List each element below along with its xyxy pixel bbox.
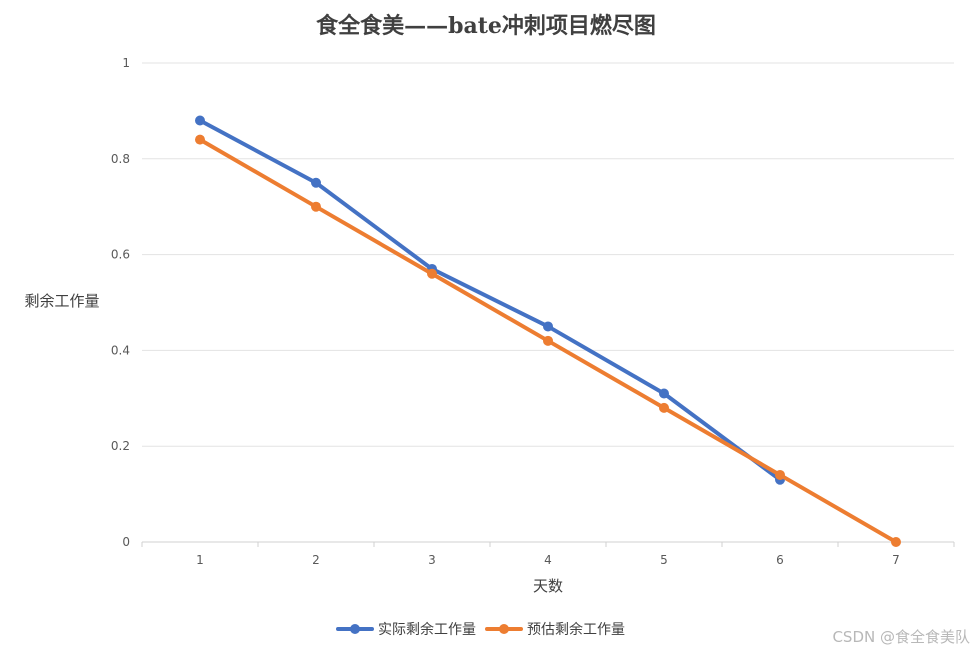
x-tick-label: 5 (660, 553, 668, 567)
y-tick-label: 0.8 (111, 152, 130, 166)
gridlines (142, 62, 954, 447)
x-tick-label: 6 (776, 553, 784, 567)
series-lines (195, 115, 901, 547)
data-point (311, 201, 321, 212)
x-tick-label: 4 (544, 553, 552, 567)
y-tick-label: 0.6 (111, 248, 130, 262)
data-point (543, 335, 553, 346)
chart-title: 食全食美——bate冲刺项目燃尽图 (316, 13, 656, 39)
y-tick-label: 0.4 (111, 343, 130, 357)
y-axis-title: 剩余工作量 (24, 292, 99, 310)
data-point (775, 469, 785, 480)
y-axis-ticks: 0 0.2 0.4 0.6 0.8 1 (111, 56, 130, 549)
x-tick-label: 7 (892, 553, 900, 567)
y-tick-label: 0.2 (111, 439, 130, 453)
data-point (195, 115, 205, 126)
data-point (659, 402, 669, 413)
legend-swatch-marker (350, 624, 360, 634)
x-tick-label: 3 (428, 553, 436, 567)
y-tick-label: 1 (122, 56, 130, 70)
watermark: CSDN @食全食美队 (832, 628, 970, 646)
series-line (198, 118, 782, 482)
data-point (311, 177, 321, 188)
data-point (659, 388, 669, 399)
data-point (891, 537, 901, 547)
data-point (543, 321, 553, 332)
x-tick-label: 2 (312, 553, 320, 567)
y-tick-label: 0 (122, 535, 130, 549)
legend: 实际剩余工作量 预估剩余工作量 (336, 621, 625, 638)
legend-swatch-marker (499, 624, 509, 634)
x-axis: 1 2 3 4 5 6 7 (141, 541, 955, 567)
data-point (427, 268, 437, 279)
legend-label: 实际剩余工作量 (378, 621, 476, 638)
data-point (195, 134, 205, 145)
x-tick-label: 1 (196, 553, 204, 567)
legend-label: 预估剩余工作量 (527, 621, 625, 638)
x-axis-title: 天数 (533, 577, 563, 595)
